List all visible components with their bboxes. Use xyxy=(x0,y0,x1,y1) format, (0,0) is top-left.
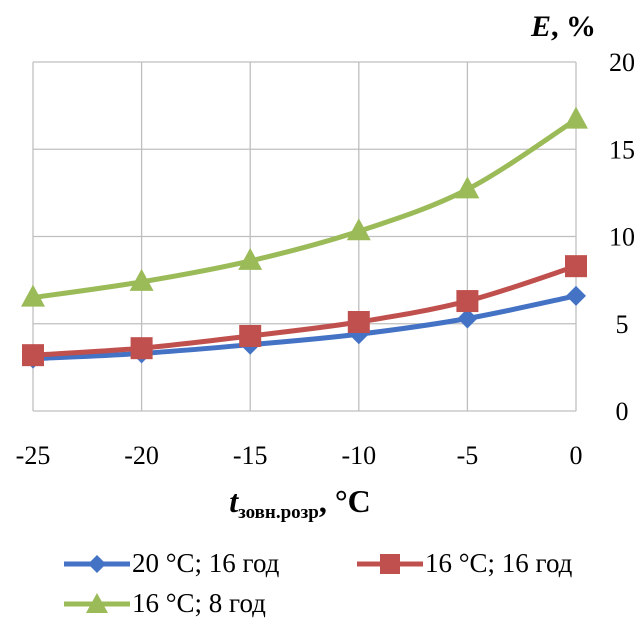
data-point-diamond xyxy=(457,308,478,329)
data-point-triangle xyxy=(346,218,371,241)
x-axis-symbol: t xyxy=(229,483,239,519)
legend-marker-triangle-icon xyxy=(64,592,130,613)
y-tick-label: 20 xyxy=(609,48,635,77)
series-3 xyxy=(21,106,588,307)
data-point-square xyxy=(347,311,370,334)
data-point-diamond xyxy=(566,285,586,306)
tick-labels: 0 5 10 15 20 -25 -20 -15 -10 -5 0 xyxy=(16,48,635,470)
y-axis-symbol: E xyxy=(530,10,551,43)
x-axis-subscript: зовн.розр xyxy=(238,502,319,523)
x-axis-unit: , °C xyxy=(319,483,371,519)
legend-label-series-3: 16 °C; 8 год xyxy=(132,588,266,618)
data-point-square xyxy=(22,344,44,367)
y-tick-label: 5 xyxy=(616,310,629,339)
data-point-triangle xyxy=(238,247,263,270)
legend-marker-diamond-icon xyxy=(64,554,130,573)
series-line-2 xyxy=(30,263,579,358)
data-point-square xyxy=(130,337,153,360)
y-axis-unit: , % xyxy=(551,10,596,43)
line-chart: 0 5 10 15 20 -25 -20 -15 -10 -5 0 E, % tзовн.розр,… xyxy=(16,10,635,523)
x-tick-label: -15 xyxy=(233,441,268,470)
data-point-square xyxy=(565,255,587,278)
legend-item-series-3: 16 °C; 8 год xyxy=(62,588,266,619)
x-tick-label: -25 xyxy=(16,441,51,470)
x-tick-label: 0 xyxy=(570,441,583,470)
y-tick-label: 0 xyxy=(616,397,629,426)
x-tick-label: -5 xyxy=(457,441,479,470)
data-point-square xyxy=(456,290,479,313)
series-lines xyxy=(21,106,588,369)
data-point-triangle xyxy=(564,106,588,129)
grid-lines xyxy=(32,61,577,412)
y-axis-title: E, % xyxy=(530,10,596,43)
y-tick-label: 10 xyxy=(609,223,635,252)
x-tick-label: -10 xyxy=(341,441,376,470)
legend-item-series-1: 20 °C; 16 год xyxy=(62,548,279,579)
x-axis-title: tзовн.розр, °C xyxy=(229,483,371,523)
data-point-triangle xyxy=(21,284,45,307)
x-tick-label: -20 xyxy=(124,441,159,470)
series-line-1 xyxy=(30,293,579,362)
legend-marker-square-icon xyxy=(357,553,423,574)
series-line-3 xyxy=(30,117,579,301)
y-tick-label: 15 xyxy=(609,135,635,164)
data-point-triangle xyxy=(455,176,480,199)
legend-label-series-1: 20 °C; 16 год xyxy=(132,548,280,578)
series-2 xyxy=(22,255,587,367)
legend-label-series-2: 16 °C; 16 год xyxy=(425,548,573,578)
data-point-triangle xyxy=(129,268,154,291)
legend-item-series-2: 16 °C; 16 год xyxy=(355,548,572,579)
data-point-square xyxy=(239,324,262,347)
